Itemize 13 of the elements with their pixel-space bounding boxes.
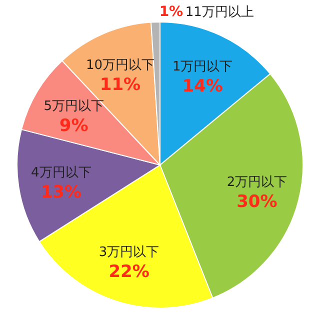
slice-label: 4万円以下 — [30, 166, 92, 181]
slice-label: 3万円以下 — [98, 245, 160, 260]
slice-label: 11万円以上 — [185, 5, 254, 20]
slice-label: 2万円以下 — [226, 174, 288, 190]
data-label: 9% — [59, 116, 88, 136]
data-label: 13% — [40, 182, 82, 203]
slice-label: 1万円以下 — [172, 59, 233, 74]
data-label: 14% — [182, 76, 223, 96]
slice-label: 5万円以下 — [44, 99, 104, 114]
data-label: 22% — [108, 262, 150, 282]
data-label: 11% — [100, 75, 141, 96]
data-label: 1% — [159, 4, 184, 20]
data-label: 30% — [236, 192, 278, 212]
